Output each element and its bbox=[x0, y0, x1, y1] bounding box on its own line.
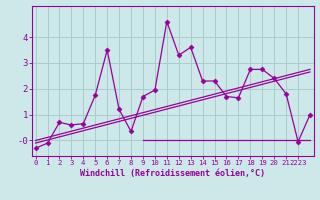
X-axis label: Windchill (Refroidissement éolien,°C): Windchill (Refroidissement éolien,°C) bbox=[80, 169, 265, 178]
